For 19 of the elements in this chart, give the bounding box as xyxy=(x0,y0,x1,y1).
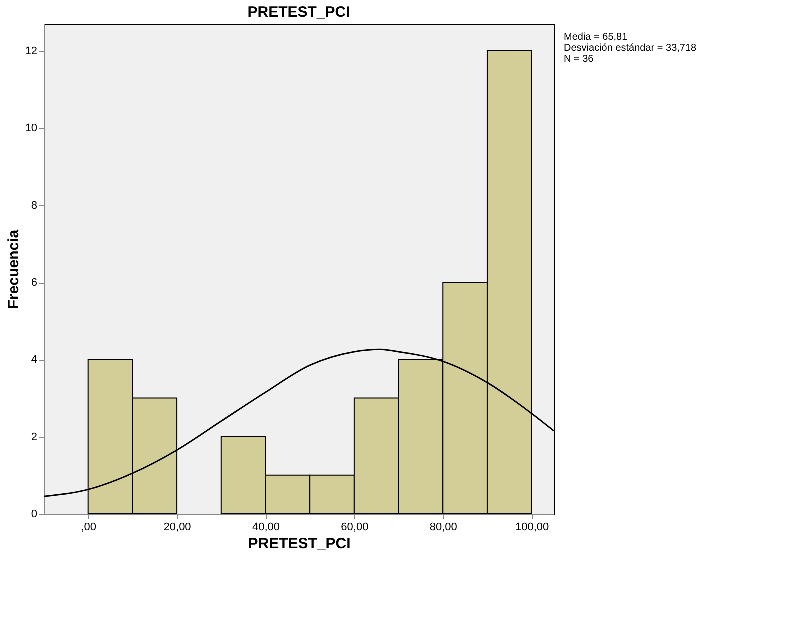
x-tick-label: 80,00 xyxy=(430,522,458,534)
y-tick-label: 4 xyxy=(31,354,38,366)
text: N = 36 xyxy=(564,54,594,65)
x-axis-title: PRETEST_PCI xyxy=(248,536,351,552)
y-tick-label: 0 xyxy=(31,508,38,520)
y-tick-label: 2 xyxy=(31,431,38,444)
x-tick-label: 100,00 xyxy=(516,522,550,534)
y-axis-title: Frecuencia xyxy=(5,229,22,310)
x-tick-label: 20,00 xyxy=(164,522,192,534)
y-tick-label: 12 xyxy=(25,46,38,58)
text: Desviación estándar = 33,718 xyxy=(564,43,698,54)
x-tick-label: ,00 xyxy=(81,522,96,534)
x-tick-label: 40,00 xyxy=(252,522,280,534)
x-tick-label: 60,00 xyxy=(341,522,369,534)
y-tick-label: 10 xyxy=(25,122,38,135)
y-tick-label: 6 xyxy=(31,277,38,290)
chart-title: PRETEST_PCI xyxy=(248,4,350,21)
text: Media = 65,81 xyxy=(564,32,628,43)
y-tick-label: 8 xyxy=(31,200,38,212)
